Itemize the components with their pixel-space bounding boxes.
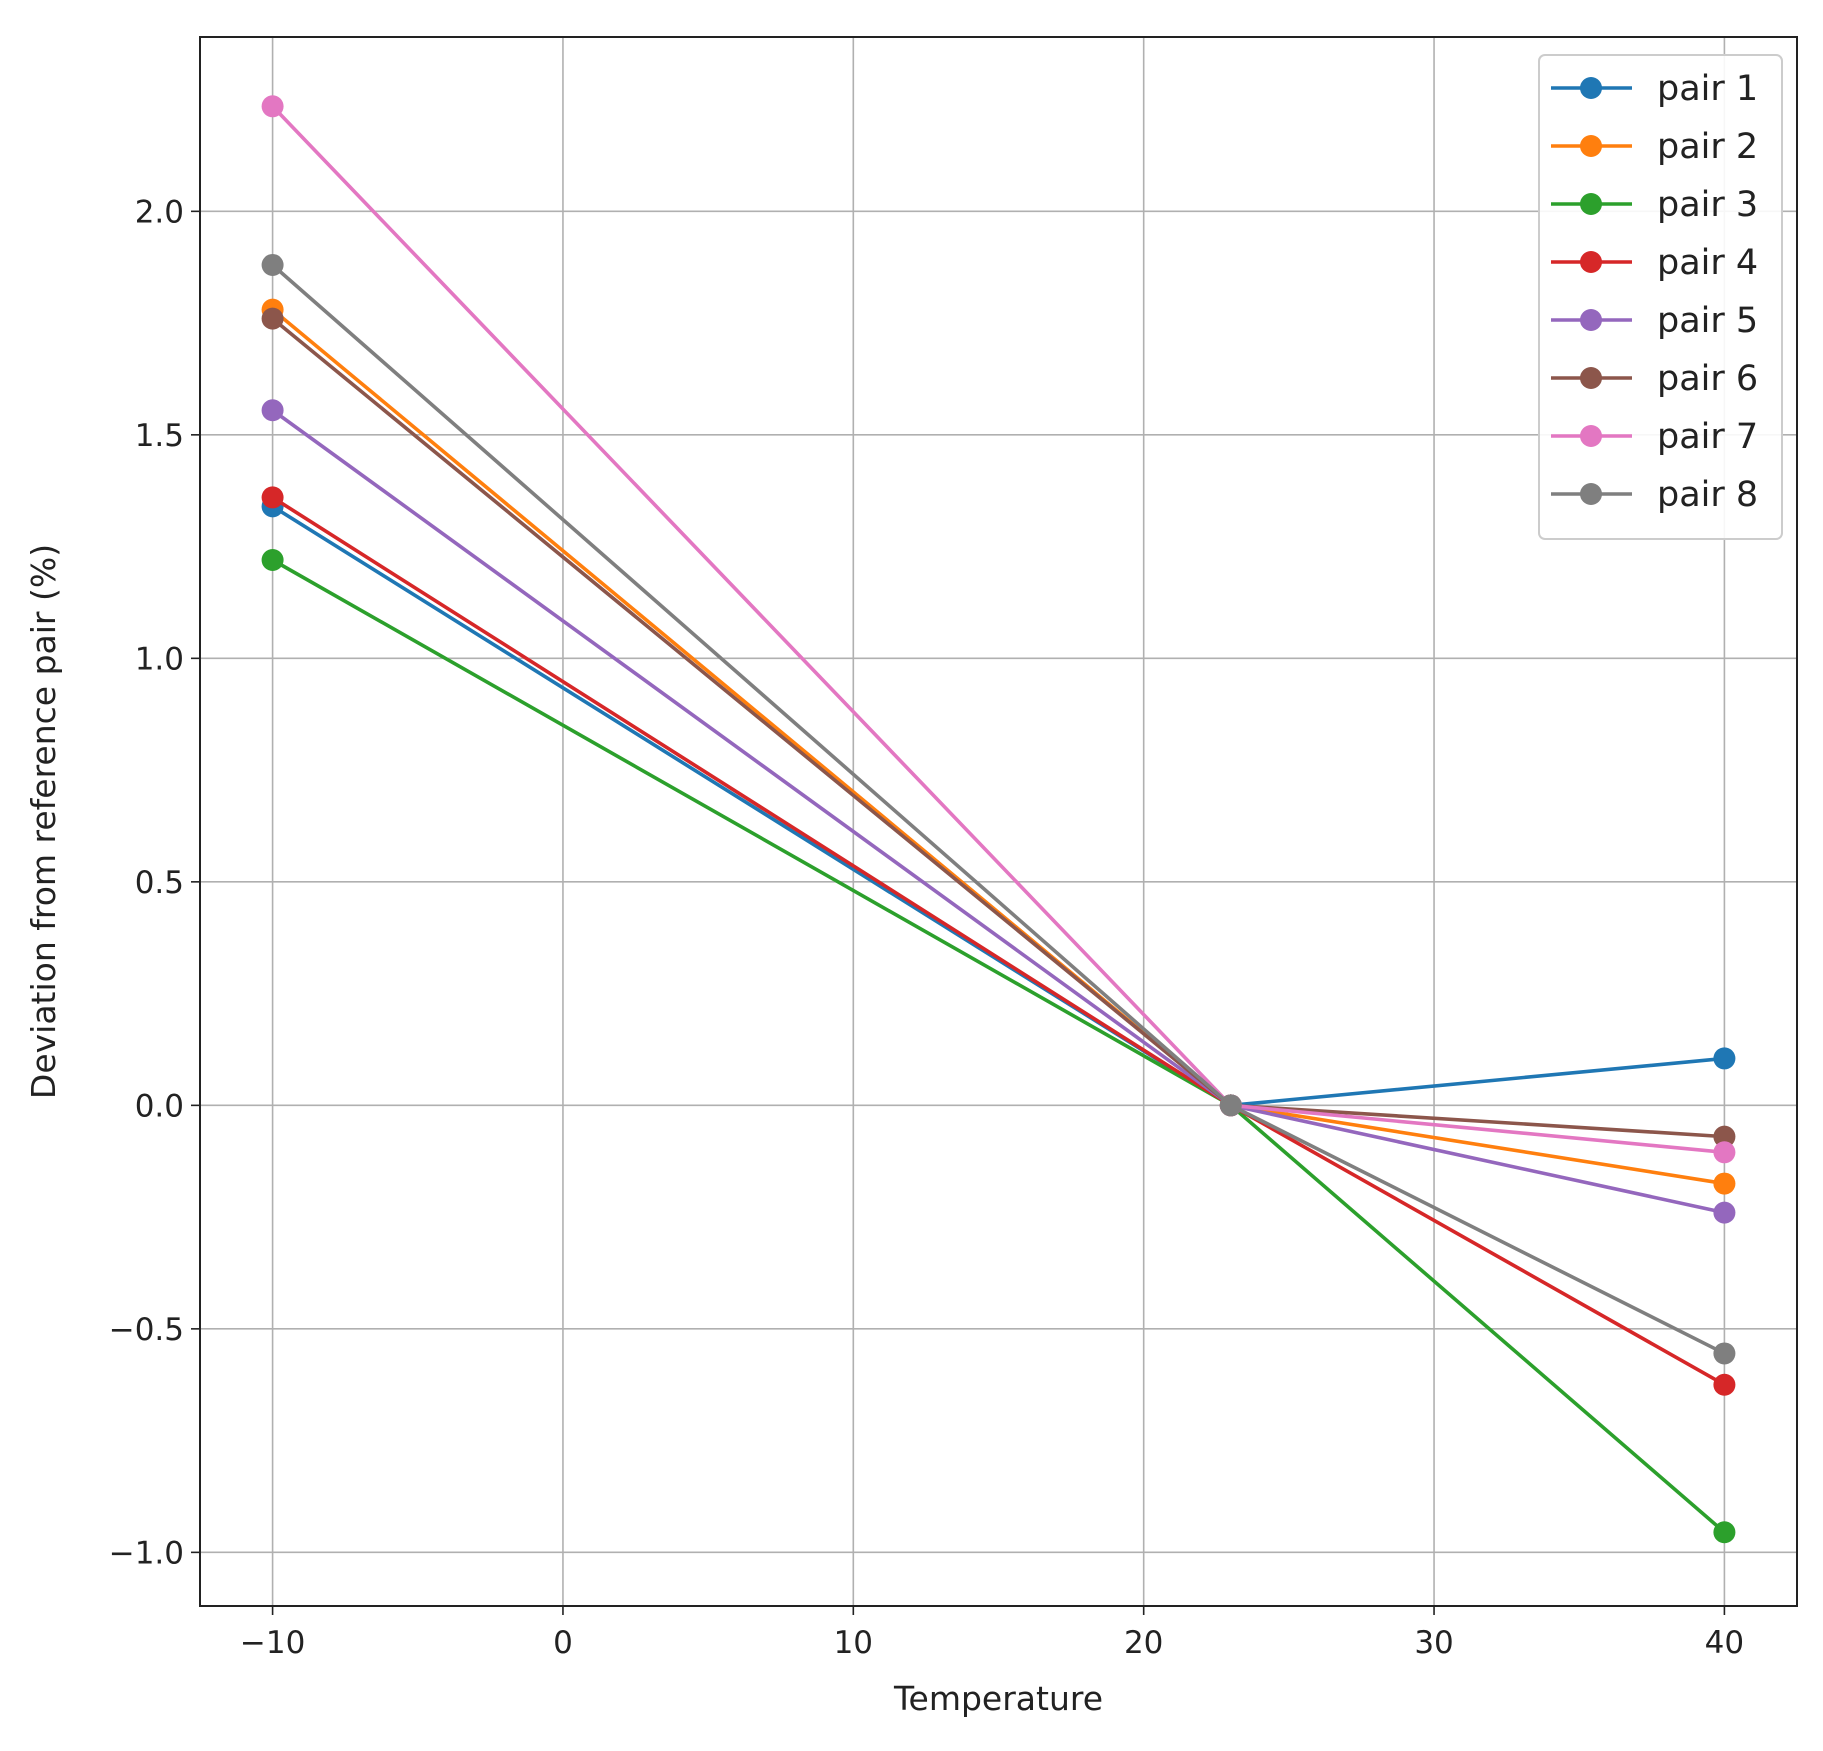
series-line (271, 105, 1725, 1155)
series-3 (261, 549, 1736, 1544)
series-line (271, 408, 1725, 1215)
y-tick-label: −1.0 (109, 1535, 184, 1571)
series-8 (261, 253, 1736, 1365)
data-point (261, 253, 284, 276)
data-point (1713, 1172, 1736, 1195)
series-lines (261, 95, 1736, 1544)
legend-item: pair 3 (1551, 185, 1758, 225)
data-point (261, 399, 284, 422)
y-tick-label: 1.5 (135, 418, 184, 454)
data-point (1713, 1047, 1736, 1070)
legend-label: pair 6 (1657, 359, 1758, 399)
series-line (271, 263, 1726, 1356)
data-point (1713, 1141, 1736, 1164)
x-tick-label: 20 (1124, 1625, 1163, 1661)
data-point (1713, 1125, 1736, 1148)
legend-swatch-marker (1580, 251, 1602, 273)
legend-swatch-marker (1580, 135, 1602, 157)
y-tick-label: 0.5 (135, 865, 184, 901)
x-tick-label: 10 (834, 1625, 873, 1661)
legend-label: pair 5 (1657, 301, 1758, 341)
data-point (1713, 1201, 1736, 1224)
series-line (271, 504, 1725, 1108)
legend-label: pair 4 (1657, 243, 1758, 283)
data-point (261, 95, 284, 118)
legend-item: pair 4 (1551, 243, 1758, 283)
data-point (1713, 1373, 1736, 1396)
legend-swatch-marker (1580, 483, 1602, 505)
x-tick-label: 40 (1705, 1625, 1744, 1661)
legend-item: pair 8 (1551, 475, 1758, 515)
series-5 (261, 399, 1736, 1224)
legend-item: pair 2 (1551, 127, 1758, 167)
legend-box (1538, 54, 1783, 540)
data-point (1219, 1094, 1242, 1117)
legend-item: pair 1 (1551, 69, 1758, 109)
series-2 (261, 298, 1736, 1195)
plot-area-frame (199, 36, 1798, 1607)
data-point (261, 486, 284, 509)
legend-label: pair 2 (1657, 127, 1758, 167)
x-tick-label: −10 (240, 1625, 305, 1661)
legend-item: pair 5 (1551, 301, 1758, 341)
series-line (271, 495, 1726, 1387)
x-tick-label: 30 (1414, 1625, 1453, 1661)
y-tick-label: 0.0 (135, 1088, 184, 1124)
legend-item: pair 7 (1551, 417, 1758, 457)
y-tick-label: 2.0 (135, 194, 184, 230)
legend-swatch-marker (1580, 309, 1602, 331)
y-tick-label: 1.0 (135, 641, 184, 677)
legend-label: pair 7 (1657, 417, 1758, 457)
data-point (261, 549, 284, 571)
x-tick-label: 0 (553, 1625, 573, 1661)
series-4 (261, 486, 1736, 1396)
series-line (271, 308, 1725, 1186)
y-tick-label: −0.5 (109, 1312, 184, 1348)
legend-item: pair 6 (1551, 359, 1758, 399)
legend-swatch-marker (1580, 425, 1602, 447)
axis-ticks: −10 0 10 20 30 40 −1.0 −0.5 0.0 0.5 1.0 1.5 2.0 (109, 194, 1744, 1661)
x-axis-title: Temperature (893, 1679, 1103, 1718)
data-point (261, 307, 284, 330)
series-line (271, 558, 1726, 1534)
legend: pair 1 pair 2 pair 3 pair 4 pair 5 pair 6 pair… (1538, 54, 1783, 540)
legend-label: pair 1 (1657, 69, 1758, 109)
series-1 (261, 495, 1736, 1117)
legend-swatch-marker (1580, 77, 1602, 99)
data-point (1713, 1521, 1736, 1544)
legend-swatch-marker (1580, 193, 1602, 215)
data-point (1713, 1342, 1736, 1365)
series-6 (261, 307, 1736, 1148)
y-axis-title: Deviation from reference pair (%) (24, 544, 63, 1099)
legend-label: pair 3 (1657, 185, 1758, 225)
legend-swatch-marker (1580, 367, 1602, 389)
series-line (271, 317, 1725, 1139)
legend-label: pair 8 (1657, 475, 1758, 515)
